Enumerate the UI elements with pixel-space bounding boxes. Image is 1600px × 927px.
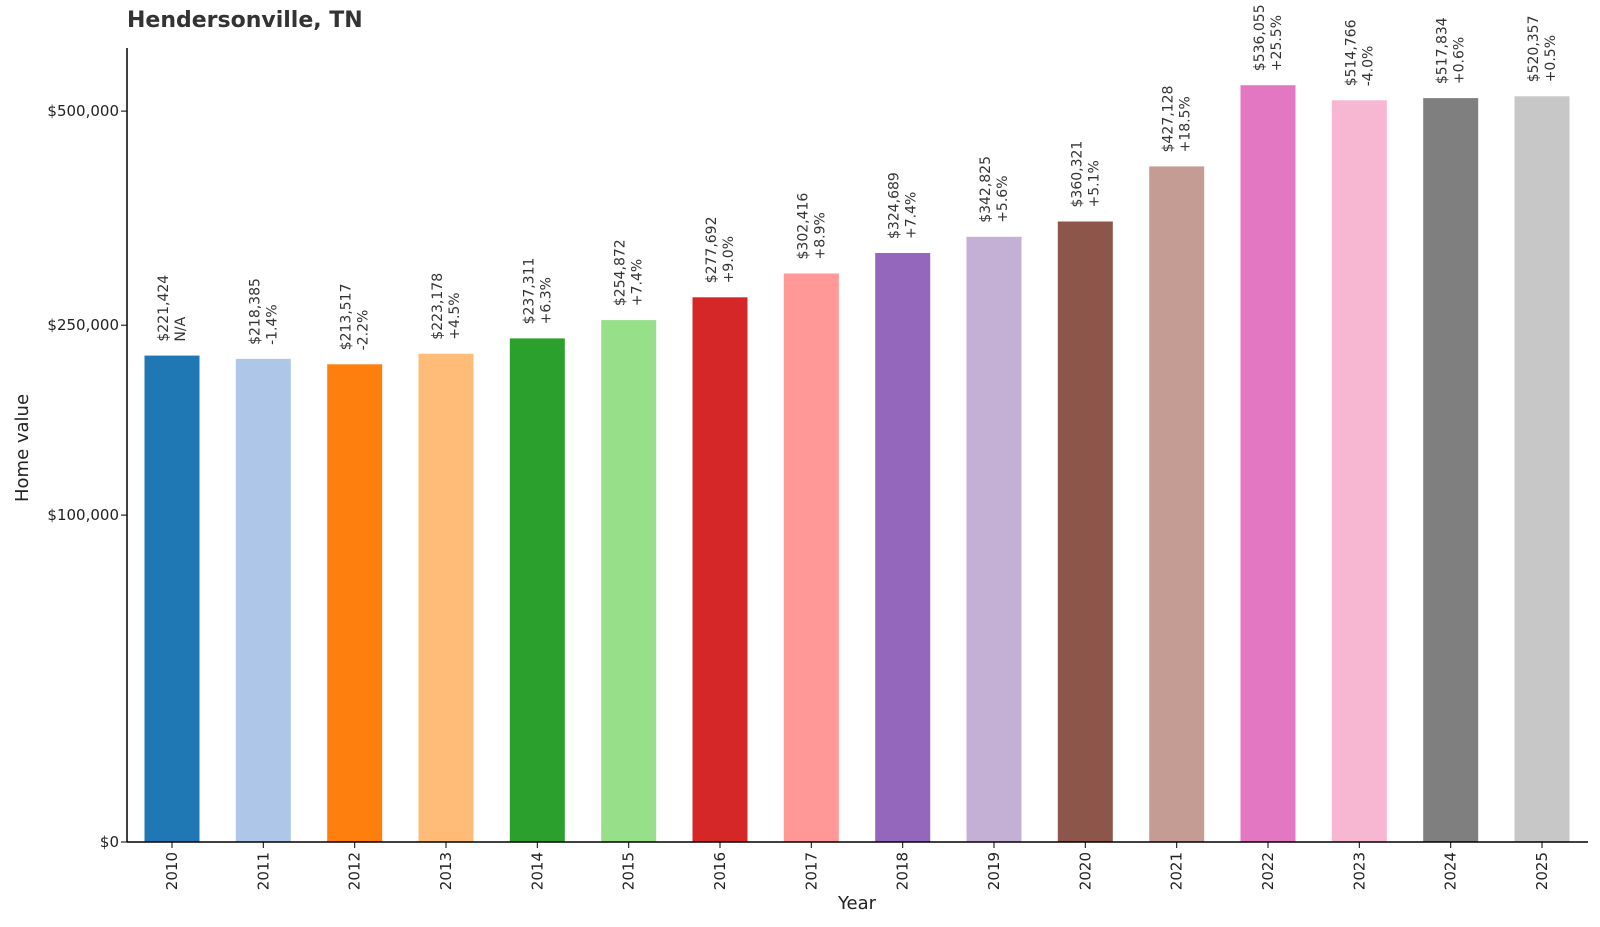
- value-label-2025: $520,357: [1526, 15, 1542, 82]
- change-label-2019: +5.6%: [995, 175, 1011, 222]
- x-tick-label-2019: 2019: [985, 852, 1003, 890]
- change-label-2017: +8.9%: [812, 212, 828, 259]
- x-tick-label-2022: 2022: [1259, 852, 1277, 890]
- value-label-2021: $427,128: [1161, 86, 1177, 153]
- x-ticks-group: 2010 2011 2012 2013 2014 2015 2016 2017 2018 2019…: [163, 842, 1551, 890]
- bar-2023: [1331, 100, 1387, 843]
- x-tick-label-2025: 2025: [1533, 852, 1551, 890]
- value-label-2012: $213,517: [339, 283, 355, 350]
- x-tick-label-2023: 2023: [1350, 852, 1368, 890]
- change-label-2020: +5.1%: [1086, 160, 1102, 207]
- axes-group: [126, 48, 1588, 843]
- bars-group: [144, 85, 1570, 843]
- x-tick-label-2012: 2012: [346, 852, 364, 890]
- y-tick-label-0: $0: [100, 833, 119, 851]
- x-tick-label-2016: 2016: [711, 852, 729, 890]
- bar-2022: [1240, 85, 1296, 842]
- y-tick-label-100000: $100,000: [47, 506, 119, 524]
- change-label-2018: +7.4%: [904, 192, 920, 239]
- x-tick-label-2024: 2024: [1442, 852, 1460, 890]
- value-label-2018: $324,689: [887, 172, 903, 239]
- x-tick-label-2021: 2021: [1168, 852, 1186, 890]
- y-tick-label-250000: $250,000: [47, 316, 119, 334]
- change-label-2014: +6.3%: [538, 277, 554, 324]
- x-tick-label-2020: 2020: [1076, 852, 1094, 890]
- value-label-2017: $302,416: [795, 193, 811, 260]
- change-label-2023: -4.0%: [1360, 46, 1376, 87]
- bar-2012: [327, 364, 383, 842]
- bar-2020: [1057, 221, 1113, 842]
- chart-title: Hendersonville, TN: [127, 8, 363, 33]
- change-label-2025: +0.5%: [1543, 35, 1559, 82]
- value-label-2023: $514,766: [1343, 19, 1359, 86]
- bar-2015: [601, 320, 657, 843]
- change-label-2013: +4.5%: [447, 292, 463, 339]
- bar-labels-group: $221,424 N/A $218,385 -1.4% $213,517 -2.2% $22…: [156, 4, 1559, 350]
- change-label-2010: N/A: [173, 316, 189, 341]
- x-axis-label: Year: [837, 893, 877, 914]
- change-label-2022: +25.5%: [1269, 15, 1285, 71]
- value-label-2014: $237,311: [521, 258, 537, 325]
- value-label-2010: $221,424: [156, 275, 172, 342]
- bar-2016: [692, 297, 748, 842]
- change-label-2011: -1.4%: [264, 304, 280, 345]
- y-ticks-group: $0 $100,000 $250,000 $500,000: [47, 102, 127, 851]
- x-tick-label-2014: 2014: [528, 852, 546, 890]
- x-tick-label-2010: 2010: [163, 852, 181, 890]
- value-label-2022: $536,055: [1252, 4, 1268, 71]
- bar-2021: [1149, 166, 1205, 842]
- value-label-2011: $218,385: [247, 278, 263, 345]
- change-label-2024: +0.6%: [1452, 37, 1468, 84]
- value-label-2013: $223,178: [430, 273, 446, 340]
- bar-2018: [875, 253, 931, 842]
- bar-2019: [966, 236, 1022, 843]
- change-label-2015: +7.4%: [630, 259, 646, 306]
- bar-2025: [1514, 96, 1570, 843]
- change-label-2012: -2.2%: [356, 310, 372, 351]
- bar-2013: [418, 353, 474, 842]
- x-tick-label-2018: 2018: [894, 852, 912, 890]
- change-label-2021: +18.5%: [1178, 96, 1194, 152]
- bar-2014: [509, 338, 565, 842]
- x-tick-label-2017: 2017: [802, 852, 820, 890]
- y-tick-label-500000: $500,000: [47, 102, 119, 120]
- x-tick-label-2015: 2015: [620, 852, 638, 890]
- bar-2011: [235, 358, 291, 842]
- value-label-2019: $342,825: [978, 156, 994, 223]
- bar-2017: [783, 273, 839, 842]
- bar-2010: [144, 355, 200, 842]
- x-tick-label-2011: 2011: [254, 852, 272, 890]
- bar-2024: [1423, 98, 1479, 843]
- value-label-2020: $360,321: [1069, 141, 1085, 208]
- value-label-2024: $517,834: [1435, 17, 1451, 84]
- y-axis-label: Home value: [12, 394, 33, 502]
- value-label-2016: $277,692: [704, 216, 720, 283]
- value-label-2015: $254,872: [613, 239, 629, 306]
- x-tick-label-2013: 2013: [437, 852, 455, 890]
- change-label-2016: +9.0%: [721, 236, 737, 283]
